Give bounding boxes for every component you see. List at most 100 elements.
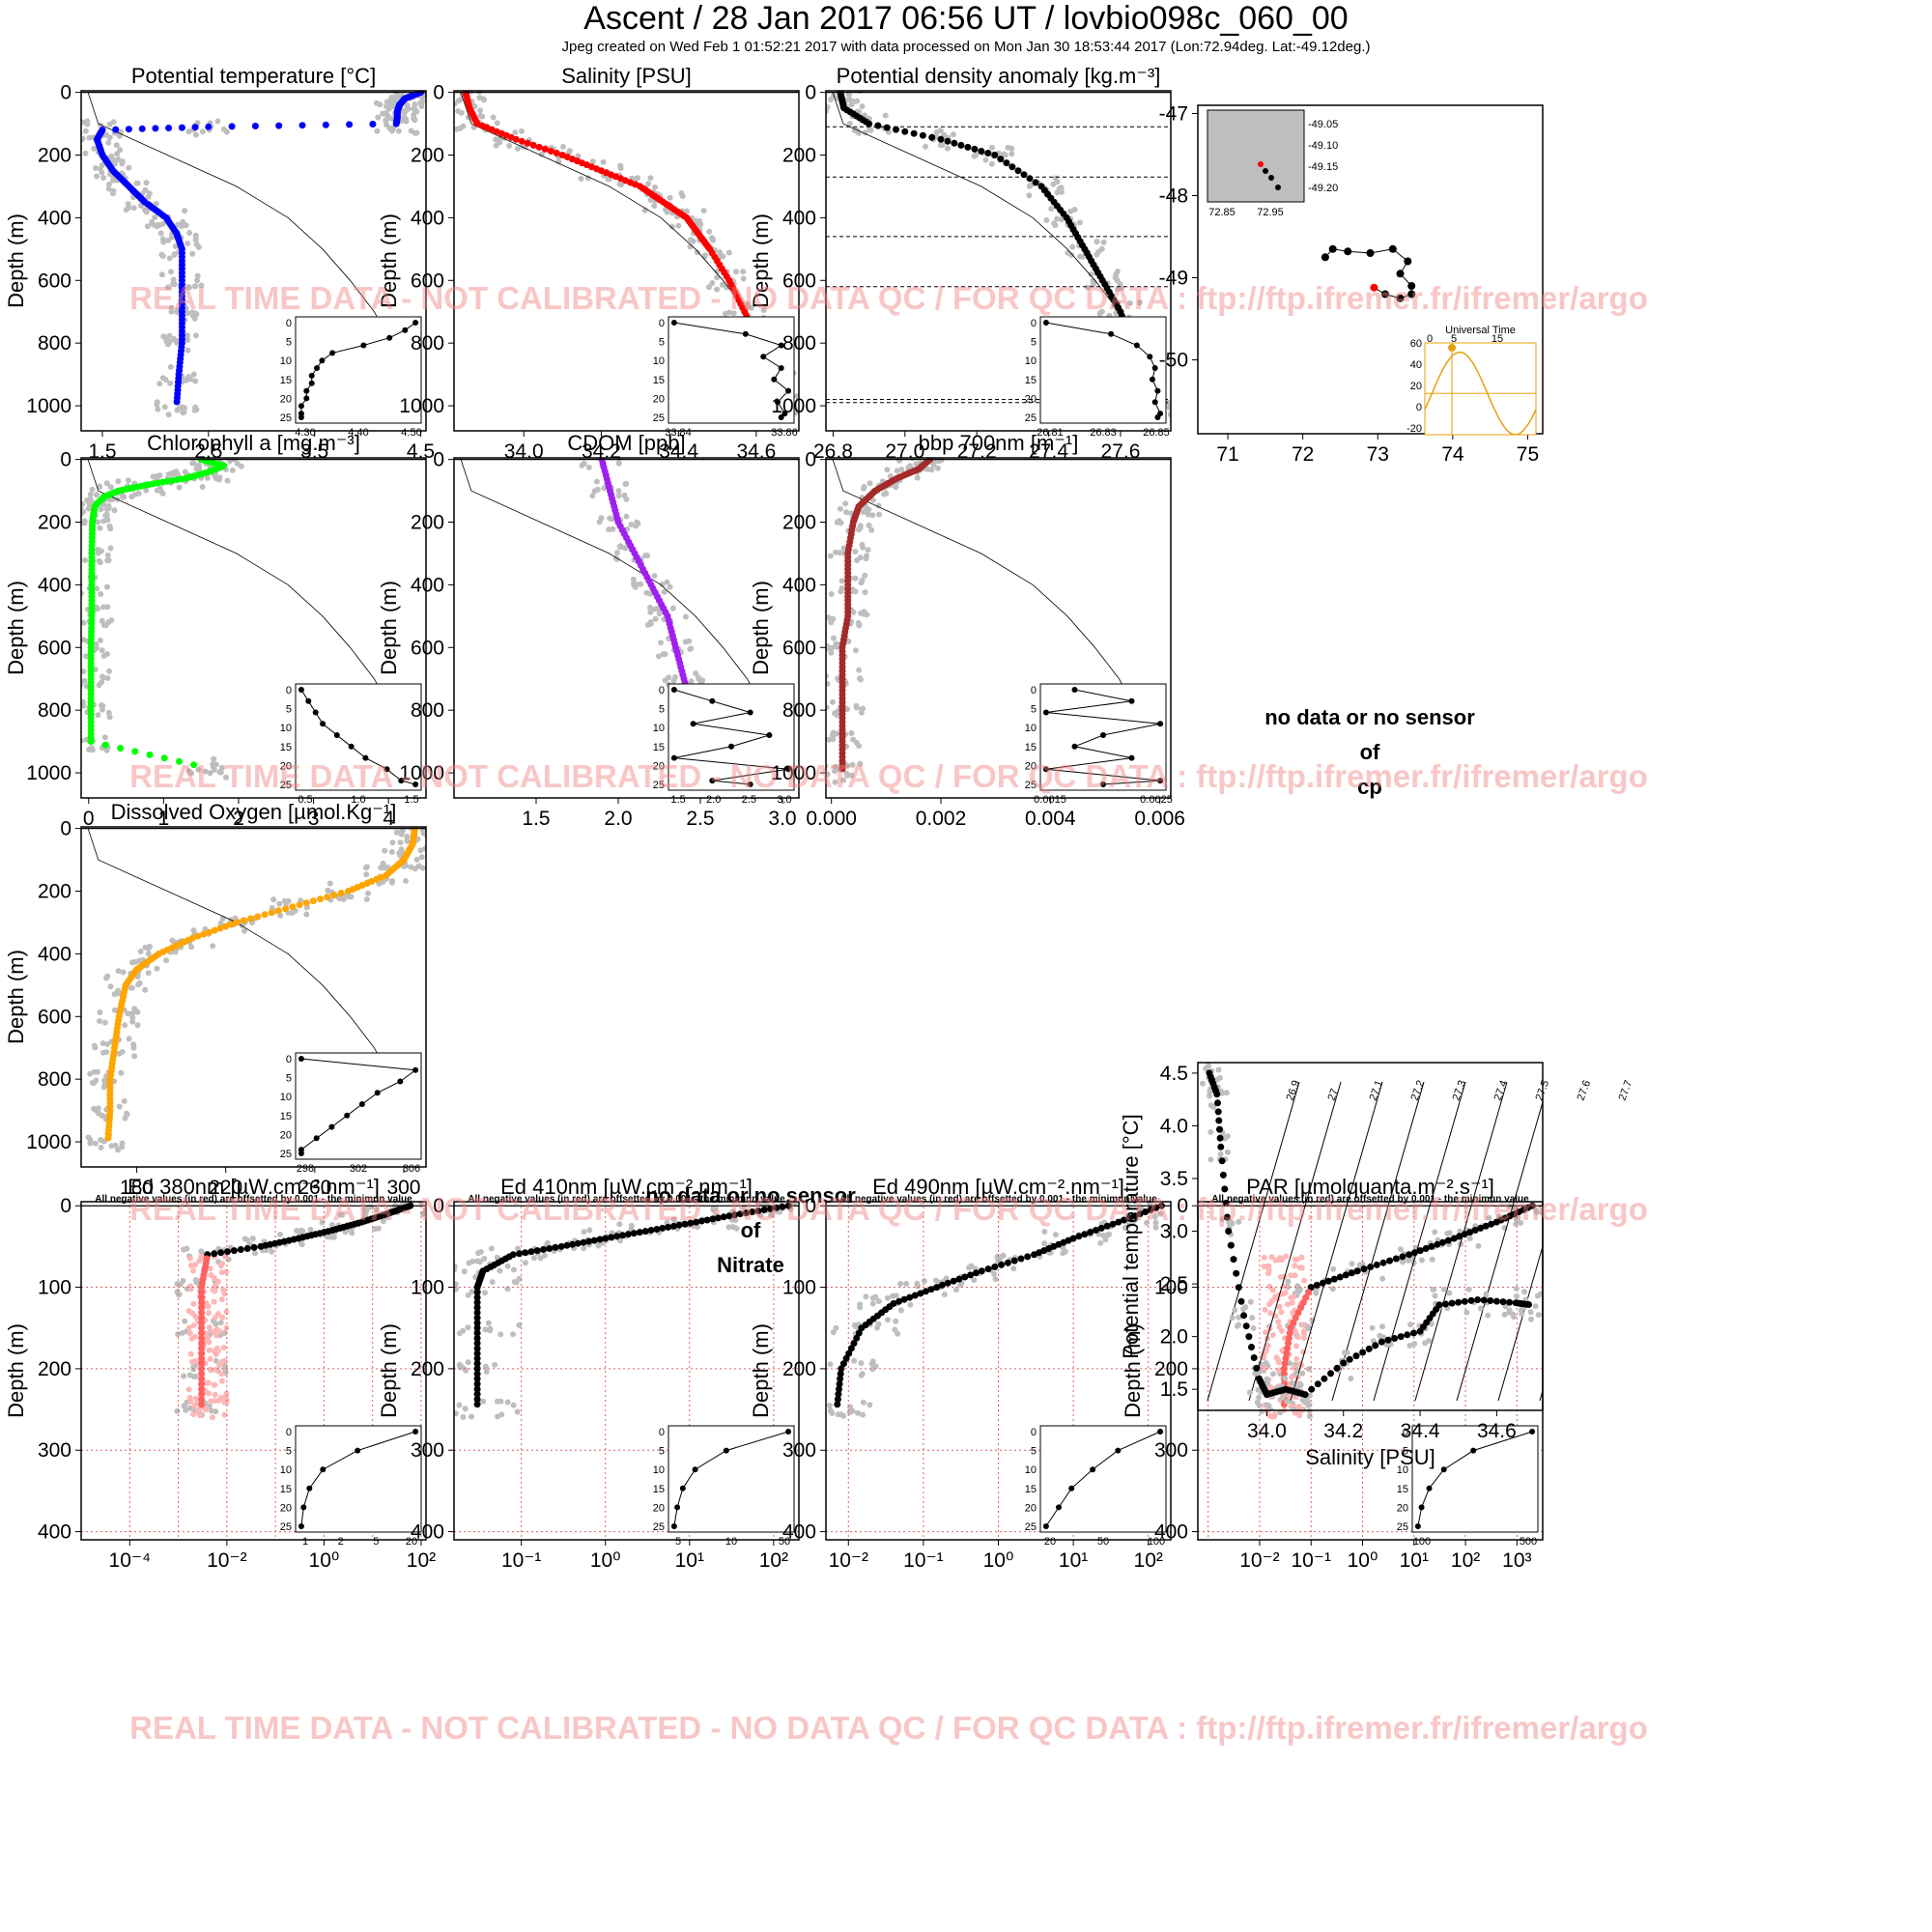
profile-point — [1336, 1273, 1344, 1281]
profile-point — [1373, 1261, 1380, 1268]
grey-point — [99, 702, 106, 709]
inset-point — [348, 743, 355, 750]
grey-point — [159, 490, 166, 497]
inset-y-tick: 25 — [280, 780, 292, 791]
grey-point — [448, 1406, 454, 1412]
inset-point — [1154, 414, 1161, 420]
x-tick-label: 10¹ — [1400, 1549, 1429, 1572]
negative-envelope-point — [1288, 1272, 1294, 1279]
inset-x-tick: 1.5 — [670, 794, 685, 806]
x-tick-label: 1.5 — [522, 808, 550, 830]
isopycnal-label: 27.4 — [1492, 1079, 1511, 1102]
grey-point — [465, 1292, 471, 1298]
negative-envelope-point — [1263, 1348, 1269, 1354]
profile-point — [87, 738, 95, 746]
profile-point — [1360, 1265, 1368, 1273]
negative-envelope-point — [220, 1287, 227, 1293]
ts-point — [1352, 1352, 1360, 1360]
grey-point — [881, 491, 888, 497]
negative-envelope-point — [1265, 1270, 1272, 1277]
profile-point — [951, 139, 958, 147]
negative-envelope-point — [1282, 1290, 1289, 1296]
profile-point — [337, 890, 345, 896]
grey-point — [982, 156, 989, 163]
grey-point — [1264, 1376, 1270, 1382]
inset-x-tick: 1.5 — [404, 794, 418, 806]
grey-point — [717, 249, 724, 256]
inset-y-tick: 10 — [1397, 1464, 1408, 1476]
ts-point — [1245, 1333, 1253, 1341]
grey-point — [213, 1357, 219, 1364]
profile-point — [198, 1329, 206, 1337]
grey-point — [242, 1236, 248, 1242]
axes-frame-temp — [80, 90, 427, 432]
ts-point — [1248, 1344, 1255, 1350]
negative-envelope-point — [218, 1269, 225, 1276]
profile-point — [866, 120, 873, 128]
isopycnal-line — [1248, 1081, 1342, 1402]
inset-y-tick: 10 — [1025, 1464, 1037, 1476]
grey-point — [589, 493, 596, 499]
grey-point — [1305, 1325, 1311, 1332]
grey-point — [1527, 1309, 1534, 1316]
x-tick-label: 0.006 — [1134, 808, 1185, 830]
profile-point — [1422, 1245, 1430, 1252]
inset-y-tick: 15 — [1025, 742, 1037, 753]
grey-point — [229, 467, 236, 473]
no-data-nitrate: no data or no sensor — [645, 1183, 856, 1208]
grey-point — [477, 107, 483, 114]
inset-line — [300, 1431, 416, 1527]
inset-x-tick: 5 — [675, 1536, 681, 1548]
inset-x-tick: 33.84 — [665, 427, 692, 439]
grey-point — [480, 96, 486, 102]
inset-point — [760, 354, 767, 360]
grey-point — [666, 674, 672, 681]
grey-point — [189, 250, 196, 257]
grey-point — [856, 667, 863, 673]
inset-point — [306, 1485, 313, 1492]
inset-y-tick: 15 — [1397, 1484, 1408, 1495]
grey-point — [1224, 1149, 1231, 1155]
grey-point — [154, 473, 160, 480]
grey-point — [383, 110, 389, 116]
inset-y-tick: 5 — [286, 337, 292, 349]
grey-point — [471, 103, 478, 109]
inset-point — [328, 1123, 335, 1130]
y-tick-label: 100 — [411, 1277, 444, 1299]
grey-point — [945, 145, 951, 152]
grey-point — [1306, 1413, 1313, 1419]
grey-point — [103, 583, 110, 590]
grey-point — [838, 588, 844, 595]
grey-point — [73, 128, 79, 133]
x-tick-label: 10⁻² — [207, 1549, 246, 1572]
grey-point — [163, 957, 170, 964]
grey-point — [171, 251, 178, 258]
y-tick-label: 200 — [38, 145, 71, 167]
grey-point — [207, 770, 213, 777]
inset-point — [319, 357, 326, 364]
negative-envelope-point — [1266, 1283, 1273, 1290]
negative-envelope-point — [214, 1311, 221, 1318]
inset-point — [1090, 1466, 1096, 1473]
x-tick-label: 72 — [1292, 443, 1314, 466]
grey-point — [830, 1329, 837, 1336]
grey-point — [1291, 1406, 1297, 1410]
plot-title-ed490: Ed 490nm [µW.cm⁻².nm⁻¹] — [872, 1175, 1124, 1199]
profile-point — [1014, 167, 1022, 175]
negative-note: All negative values (in red) are offsett… — [1211, 1194, 1529, 1205]
grey-point — [249, 1236, 256, 1242]
grey-point — [86, 134, 93, 141]
grey-point — [165, 237, 172, 243]
profile-point — [900, 1295, 908, 1303]
grey-point — [166, 255, 173, 262]
profile-point — [1280, 1365, 1288, 1373]
grey-point — [99, 169, 105, 176]
axes-frame-ed410 — [453, 1201, 800, 1541]
grey-point — [482, 1326, 489, 1333]
profile-point — [624, 1231, 632, 1238]
grey-point — [1514, 1293, 1520, 1299]
grey-point — [382, 865, 387, 871]
grey-point — [1533, 1208, 1540, 1214]
grey-point — [1410, 1260, 1417, 1265]
inset-x-tick: 50 — [1097, 1536, 1109, 1548]
